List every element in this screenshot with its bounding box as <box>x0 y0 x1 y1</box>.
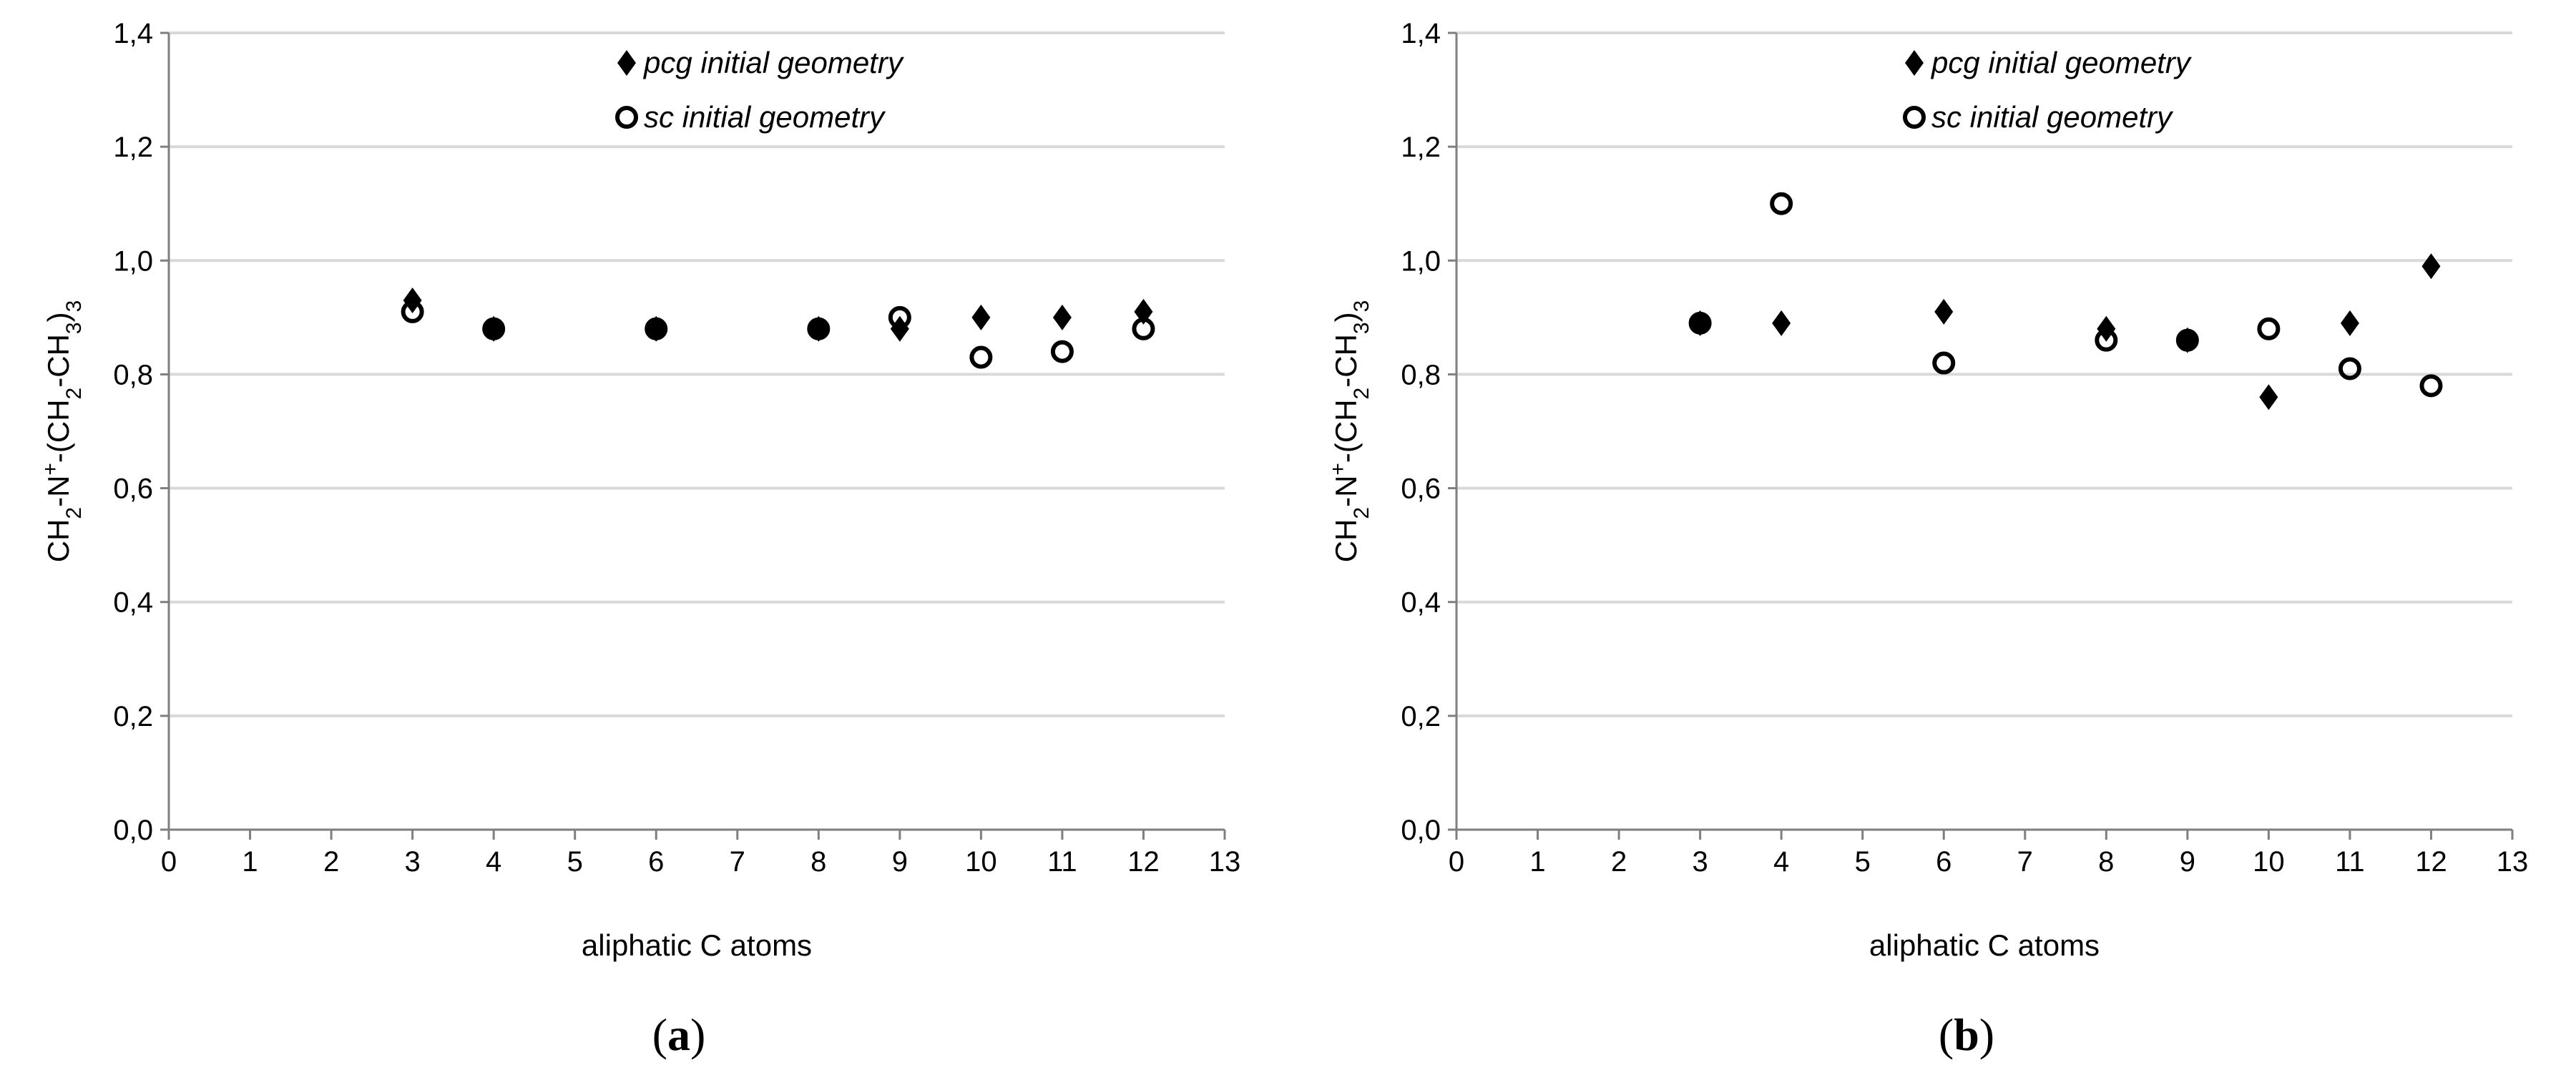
y-tick-label: 0,6 <box>113 473 153 505</box>
x-tick-label: 6 <box>1936 846 1951 878</box>
y-tick-label: 0,2 <box>1401 701 1441 732</box>
y-tick-label: 1,4 <box>113 18 153 49</box>
legend-sc-label: sc initial geometry <box>644 100 886 134</box>
x-tick-label: 4 <box>1773 846 1789 878</box>
y-tick-label: 0,0 <box>113 815 153 846</box>
x-tick-label: 10 <box>965 846 997 878</box>
sc-point <box>888 305 911 329</box>
x-tick-label: 11 <box>1047 846 1077 878</box>
x-tick-label: 13 <box>1209 846 1241 878</box>
y-tick-label: 0,8 <box>1401 359 1441 391</box>
x-axis-title: aliphatic C atoms <box>582 928 812 962</box>
x-tick-label: 3 <box>404 846 420 878</box>
x-tick-label: 10 <box>2253 846 2285 878</box>
chart-panel-a: 0,0 0,2 0,4 0,6 0,8 1,0 1,2 1,4 0 1 2 3 4 5 6 7 8 9 10 11 12… <box>39 18 1241 1060</box>
x-tick-label: 3 <box>1692 846 1708 878</box>
y-axis-title: CH2-N+-(CH2-CH3)3 <box>1326 300 1373 563</box>
x-tick-label: 2 <box>1611 846 1627 878</box>
pcg-point <box>2421 253 2441 280</box>
y-tick-label: 1,4 <box>1401 18 1441 49</box>
x-tick-label: 11 <box>2335 846 2365 878</box>
legend-pcg-label: pcg initial geometry <box>1930 46 2193 79</box>
scatter-chart-b: 0,00,20,40,60,81,01,21,40 1 2 3 4 5 6 7 8 9 10 11 12… <box>1326 18 2529 1060</box>
sc-point <box>807 317 831 340</box>
panel-caption: (b) <box>1939 1009 1994 1060</box>
x-axis-title: aliphatic C atoms <box>1869 928 2100 962</box>
y-tick-label: 0,0 <box>1401 815 1441 846</box>
sc-point <box>1932 351 1956 375</box>
x-tick-label: 2 <box>323 846 339 878</box>
sc-point <box>2419 374 2443 398</box>
legend-sc-label: sc initial geometry <box>1931 100 2174 134</box>
y-tick-label: 0,2 <box>113 701 153 732</box>
sc-point <box>401 300 424 323</box>
y-tick-label: 0,8 <box>113 359 153 391</box>
sc-point <box>1688 311 1712 335</box>
y-tick-label: 1,2 <box>1401 132 1441 163</box>
x-tick-label: 8 <box>2098 846 2114 878</box>
x-tick-label: 12 <box>1127 846 1160 878</box>
legend-sc-marker <box>1903 106 1926 129</box>
sc-point <box>2175 328 2199 352</box>
y-tick-label: 0,6 <box>1401 473 1441 505</box>
x-tick-label: 5 <box>1855 846 1871 878</box>
x-tick-label: 12 <box>2415 846 2447 878</box>
x-tick-label: 5 <box>567 846 583 878</box>
x-tick-label: 0 <box>161 846 177 878</box>
x-tick-label: 1 <box>1529 846 1545 878</box>
x-tick-label: 13 <box>2497 846 2529 878</box>
x-tick-label: 9 <box>892 846 908 878</box>
y-tick-label: 0,4 <box>1401 587 1441 619</box>
panel-caption-label: a <box>667 1009 690 1060</box>
x-tick-label: 7 <box>730 846 745 878</box>
x-tick-label: 0 <box>1449 846 1464 878</box>
pcg-point <box>1134 298 1153 325</box>
x-tick-label: 7 <box>2017 846 2033 878</box>
sc-point <box>482 317 506 340</box>
y-tick-label: 1,2 <box>113 132 153 163</box>
scatter-chart-a: 0,00,20,40,60,81,01,21,40 1 2 3 4 5 6 7 8 9 10 11 12… <box>39 18 1241 1060</box>
y-tick-label: 1,0 <box>113 245 153 277</box>
chart-panel-b: 0,0 0,2 0,4 0,6 0,8 1,0 1,2 1,4 0 1 2 3 4 5 6 7 8 9 10 11 12… <box>1288 0 2575 1080</box>
x-tick-label: 1 <box>242 846 258 878</box>
y-tick-label: 1,0 <box>1401 245 1441 277</box>
sc-point <box>2338 357 2361 381</box>
legend-sc-marker <box>615 106 638 129</box>
sc-point <box>2095 328 2118 352</box>
legend-pcg-label: pcg initial geometry <box>642 46 905 79</box>
y-tick-label: 0,4 <box>113 587 153 619</box>
pcg-point <box>971 304 991 330</box>
sc-point <box>1132 317 1155 340</box>
sc-point <box>969 345 993 369</box>
pcg-point <box>1934 298 1954 325</box>
x-tick-label: 4 <box>486 846 501 878</box>
pcg-point <box>1772 310 1791 336</box>
x-tick-label: 9 <box>2180 846 2195 878</box>
panel-caption-label: b <box>1954 1009 1979 1060</box>
sc-point <box>1770 192 1793 215</box>
x-tick-label: 6 <box>648 846 664 878</box>
pcg-point <box>2340 310 2359 336</box>
sc-point <box>2257 317 2281 340</box>
legend-pcg-marker <box>1905 50 1924 76</box>
pcg-point <box>2259 384 2278 411</box>
y-axis-title: CH2-N+-(CH2-CH3)3 <box>39 300 86 563</box>
sc-point <box>1050 340 1074 363</box>
sc-point <box>645 317 668 340</box>
legend-pcg-marker <box>617 50 636 76</box>
pcg-point <box>1052 304 1072 330</box>
x-tick-label: 8 <box>810 846 826 878</box>
panel-caption: (a) <box>652 1009 706 1060</box>
